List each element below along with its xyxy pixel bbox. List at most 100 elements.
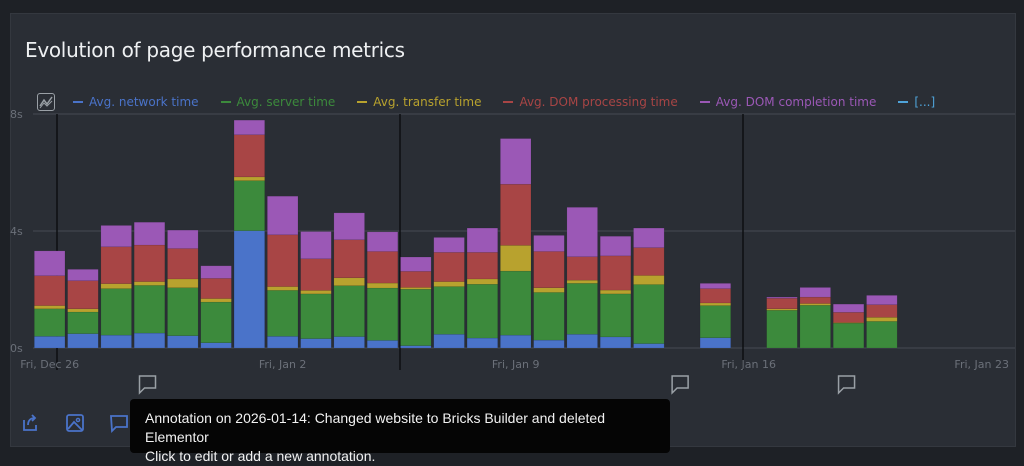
- chart-toolbar: [20, 412, 130, 434]
- bar-segment: [333, 277, 365, 286]
- bar-segment: [167, 278, 199, 288]
- bar-segment: [333, 212, 365, 241]
- bar-segment: [300, 293, 332, 339]
- bar-segment: [633, 343, 665, 349]
- bar-segment: [466, 278, 498, 285]
- bar-segment: [333, 336, 365, 349]
- bar-segment: [832, 312, 865, 323]
- tooltip-annotation-text: Annotation on 2026-01-14: Changed websit…: [145, 410, 605, 445]
- bar-segment: [67, 311, 99, 334]
- bar-segment: [599, 236, 632, 257]
- bar-segment: [233, 119, 265, 136]
- legend-swatch: [220, 101, 231, 103]
- bar-segment: [433, 252, 465, 282]
- bar-segment: [366, 231, 399, 252]
- bar-segment: [400, 288, 432, 346]
- legend-label: Avg. transfer time: [373, 95, 482, 109]
- bar-segment: [300, 258, 332, 291]
- bar-segment: [500, 334, 532, 349]
- legend-item[interactable]: Avg. network time: [73, 95, 199, 109]
- bar-segment: [699, 302, 731, 306]
- bar-segment: [200, 265, 232, 279]
- legend-swatch: [898, 101, 909, 103]
- tooltip-hint: Click to edit or add a new annotation.: [145, 448, 376, 464]
- legend-swatch: [699, 101, 710, 103]
- bar-segment: [566, 207, 598, 257]
- bar-segment: [267, 336, 299, 349]
- bar-segment: [466, 283, 498, 339]
- image-icon[interactable]: [64, 412, 86, 434]
- bar-segment: [200, 298, 232, 303]
- x-tick-label: Fri, Jan 23: [954, 358, 1009, 371]
- export-icon[interactable]: [20, 412, 42, 434]
- legend-label: [...]: [914, 95, 936, 109]
- bar-segment: [300, 338, 332, 349]
- bar-segment: [566, 256, 598, 281]
- bar-segment: [599, 336, 632, 349]
- bar-segment: [400, 271, 432, 288]
- bar-segment: [400, 287, 432, 290]
- bar-segment: [100, 283, 132, 289]
- bar-segment: [67, 280, 99, 310]
- annotation-marker-icon[interactable]: [138, 375, 157, 395]
- bar-segment: [133, 221, 166, 246]
- bar-segment: [333, 285, 365, 337]
- bar-segment: [100, 225, 132, 248]
- annotation-icon[interactable]: [108, 412, 130, 434]
- bar-segment: [500, 183, 532, 246]
- bar-segment: [233, 180, 265, 231]
- bar-segment: [300, 290, 332, 295]
- bar-segment: [133, 244, 166, 282]
- bar-segment: [100, 288, 132, 336]
- annotation-tooltip: Annotation on 2026-01-14: Changed websit…: [130, 399, 670, 464]
- legend-more[interactable]: [...]: [898, 95, 935, 109]
- annotation-marker-icon[interactable]: [837, 375, 856, 395]
- bar-segment: [533, 251, 565, 288]
- bar-segment: [566, 279, 598, 284]
- bar-segment: [300, 231, 332, 260]
- bar-segment: [366, 251, 399, 284]
- bar-segment: [167, 335, 199, 349]
- bar-segment: [200, 342, 232, 349]
- bar-segment: [599, 293, 632, 338]
- legend-item[interactable]: Avg. DOM processing time: [503, 95, 678, 109]
- bar-segment: [133, 332, 166, 349]
- legend-label: Avg. network time: [89, 95, 199, 109]
- bar-segment: [799, 303, 831, 306]
- bar-segment: [366, 287, 399, 341]
- bar-segment: [533, 235, 565, 252]
- bar-segment: [433, 237, 465, 253]
- bar-segment: [34, 336, 66, 349]
- bar-segment: [832, 303, 865, 313]
- chart-line-icon[interactable]: [37, 93, 55, 111]
- bar-segment: [400, 345, 432, 349]
- bar-segment: [566, 283, 598, 335]
- bar-segment: [533, 292, 565, 341]
- x-tick-label: Fri, Jan 9: [492, 358, 540, 371]
- annotation-marker-icon[interactable]: [671, 375, 689, 395]
- legend-item[interactable]: Avg. server time: [220, 95, 335, 109]
- bar-segment: [67, 269, 99, 281]
- bar-segment: [67, 308, 99, 313]
- y-tick-label: 0s: [10, 342, 23, 355]
- bar-segment: [267, 195, 299, 236]
- bar-segment: [366, 340, 399, 349]
- bar-segment: [466, 227, 498, 253]
- bar-segment: [500, 138, 532, 185]
- bar-segment: [633, 275, 665, 285]
- bar-segment: [433, 286, 465, 335]
- bar-segment: [167, 229, 199, 249]
- bar-segment: [599, 255, 632, 291]
- legend-item[interactable]: Avg. transfer time: [357, 95, 481, 109]
- bar-segment: [500, 245, 532, 272]
- bar-segment: [233, 134, 265, 178]
- bar-segment: [766, 296, 798, 299]
- legend-swatch: [73, 101, 83, 103]
- legend-item[interactable]: Avg. DOM completion time: [699, 95, 876, 109]
- legend-swatch: [503, 101, 514, 103]
- bar-segment: [133, 285, 166, 334]
- bar-segment: [433, 281, 465, 287]
- y-tick-label: 4s: [10, 225, 23, 238]
- bar-segment: [799, 287, 831, 298]
- bar-segment: [34, 250, 66, 277]
